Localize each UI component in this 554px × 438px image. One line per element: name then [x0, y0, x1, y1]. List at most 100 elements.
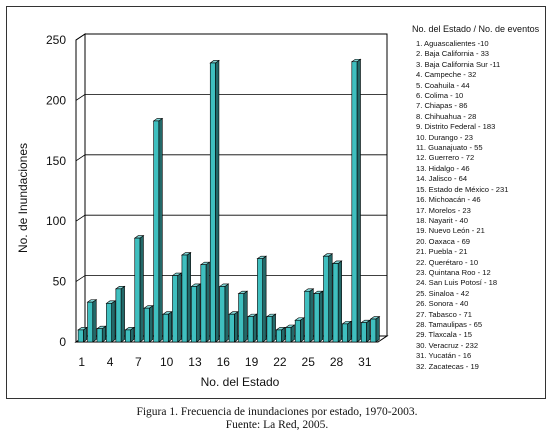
bar-side	[120, 285, 125, 343]
legend-item: 4. Campeche - 32	[416, 70, 477, 80]
bar	[199, 261, 211, 343]
bar	[360, 319, 371, 343]
legend-item: 21. Puebla - 21	[416, 247, 468, 257]
gridline	[75, 214, 387, 222]
x-tick-label: 19	[245, 355, 259, 369]
y-axis-title: No. de Inundaciones	[16, 143, 30, 253]
bar-side	[300, 317, 305, 343]
x-tick-label: 25	[302, 355, 316, 369]
legend-item: 17. Morelos - 23	[416, 205, 471, 215]
legend-item: 23. Quintana Roo - 12	[416, 267, 491, 277]
bar-front	[181, 254, 188, 343]
bar	[143, 305, 154, 343]
x-tick-label: 13	[188, 355, 202, 369]
bar-front	[228, 313, 235, 343]
bar-front	[276, 329, 282, 343]
bar-side	[196, 283, 201, 343]
bar-side	[309, 288, 314, 343]
bar-side	[318, 290, 324, 343]
gridline	[75, 154, 387, 162]
x-axis-tick-labels: 1 4 7 10 13 16 19 22 25 28 31	[78, 355, 371, 369]
legend-item: 14. Jalisco - 64	[416, 174, 468, 184]
bar	[114, 285, 126, 343]
bar-front	[266, 316, 273, 343]
bar	[313, 290, 324, 343]
legend-item: 32. Zacatecas - 19	[416, 361, 479, 371]
legend-item: 2. Baja California - 33	[416, 49, 490, 59]
bar-front	[360, 322, 367, 343]
bar	[369, 315, 381, 343]
gridline	[75, 33, 387, 41]
legend-item: 3. Baja California Sur -11	[416, 59, 501, 69]
bar	[294, 317, 305, 343]
gridline	[75, 275, 387, 282]
legend-item: 20. Oaxaca - 69	[416, 236, 471, 246]
caption-line-2: Fuente: La Red, 2005.	[225, 419, 329, 431]
bar-front	[285, 327, 292, 343]
bar-front	[143, 307, 150, 343]
x-tick-label: 4	[107, 355, 114, 369]
bar	[256, 255, 268, 343]
bar	[77, 326, 88, 343]
bar-side	[139, 235, 144, 343]
bar-front	[257, 258, 263, 343]
bar	[152, 117, 164, 343]
bar-side	[356, 58, 361, 343]
bar-side	[167, 311, 173, 343]
bar	[218, 283, 230, 343]
legend-item: 18. Nayarit - 40	[416, 215, 468, 225]
bar	[124, 326, 135, 343]
bar	[86, 299, 98, 343]
legend-item: 16. Michoacán - 46	[416, 195, 481, 205]
x-tick-label: 1	[78, 355, 85, 369]
bar-side	[149, 305, 154, 343]
legend-item: 25. Sinaloa - 42	[416, 288, 470, 298]
bar-front	[96, 328, 103, 343]
chart-gridlines	[75, 33, 387, 282]
bar-front	[106, 303, 112, 343]
bar	[265, 313, 277, 343]
y-tick-label: 0	[59, 335, 66, 349]
bar-side	[215, 59, 220, 343]
legend-item: 31. Yucatán - 16	[416, 351, 472, 361]
bar-front	[304, 290, 311, 343]
x-tick-label: 31	[358, 355, 372, 369]
bar-side	[234, 311, 239, 343]
legend-item: 13. Hidalgo - 46	[416, 163, 470, 173]
bar-side	[337, 260, 342, 343]
bar-side	[92, 299, 97, 343]
caption-line-1: Figura 1. Frecuencia de inundaciones por…	[136, 406, 418, 418]
bar	[247, 313, 258, 343]
bar	[341, 320, 353, 343]
bar-front	[332, 263, 339, 343]
legend-item: 7. Chiapas - 86	[416, 101, 468, 111]
bar-front	[191, 286, 197, 343]
bar-front	[115, 288, 122, 343]
bar	[284, 324, 296, 343]
y-tick-label: 150	[46, 154, 66, 168]
bar-side	[111, 300, 116, 343]
bar-front	[351, 61, 358, 343]
legend-item: 19. Nuevo León - 21	[416, 226, 485, 236]
x-tick-label: 7	[135, 355, 142, 369]
bar-front	[313, 293, 320, 343]
bar	[162, 311, 173, 343]
bar-side	[375, 315, 380, 343]
bar-front	[342, 323, 348, 343]
bar	[331, 260, 343, 343]
bar	[237, 290, 249, 343]
legend-item: 29. Tlaxcala - 15	[416, 330, 473, 340]
bar-front	[200, 264, 207, 343]
legend-list: 1. Aguascalientes -10 2. Baja California …	[412, 39, 548, 372]
bar-side	[158, 117, 163, 343]
bar	[180, 251, 192, 343]
y-axis-tick-labels: 0 50 100 150 200 250	[46, 33, 66, 349]
legend-item: 5. Coahuila - 44	[416, 80, 470, 90]
bar-front	[323, 255, 329, 343]
bar	[133, 235, 145, 343]
y-tick-label: 250	[46, 33, 66, 47]
x-tick-label: 10	[160, 355, 174, 369]
bar-side	[186, 251, 191, 343]
chart-bars	[77, 58, 381, 343]
x-axis-title: No. del Estado	[201, 375, 280, 389]
